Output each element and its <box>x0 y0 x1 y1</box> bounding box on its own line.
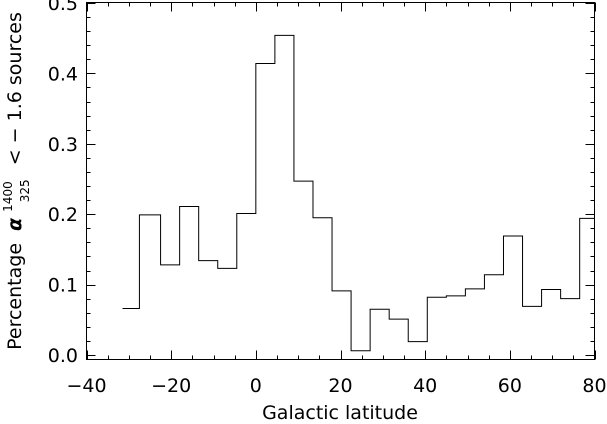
histogram-bin <box>465 289 484 355</box>
x-tick-label: −40 <box>66 375 106 397</box>
histogram-bin <box>427 297 446 355</box>
y-tick-label: 0.1 <box>48 275 78 297</box>
alpha-symbol: α <box>4 217 26 231</box>
histogram-bin <box>180 206 199 355</box>
y-axis-title-suffix: < − 1.6 sources <box>4 12 26 165</box>
histogram-bin <box>370 309 389 355</box>
y-tick-label: 0.2 <box>48 204 78 226</box>
y-axis-title-prefix: Percentage <box>4 243 26 350</box>
histogram-bin <box>122 309 139 355</box>
histogram-bin <box>256 64 275 355</box>
histogram-bin <box>237 213 256 355</box>
histogram-step-line <box>122 34 595 352</box>
x-tick-label: 40 <box>413 375 437 397</box>
histogram-bin <box>294 181 313 355</box>
x-tick-labels: −40 −20 0 20 40 60 80 <box>66 375 606 397</box>
alpha-subscript: 325 <box>18 179 32 202</box>
histogram-bin <box>139 215 160 355</box>
histogram-bin <box>561 299 580 355</box>
histogram-bin <box>523 306 542 355</box>
histogram-bin <box>446 296 465 355</box>
x-tick-label: 60 <box>498 375 522 397</box>
y-tick-label: 0.4 <box>48 63 78 85</box>
histogram-bin <box>218 268 237 355</box>
y-tick-label: 0.3 <box>48 134 78 156</box>
y-tick-labels: 0.0 0.1 0.2 0.3 0.4 0.5 <box>48 0 78 367</box>
y-axis-title: Percentage α 1400 325 < − 1.6 sources <box>0 12 34 350</box>
histogram-bin <box>408 342 427 355</box>
histogram-bin <box>580 218 595 355</box>
x-tick-label: 20 <box>328 375 352 397</box>
x-tick-label: 0 <box>250 375 262 397</box>
histogram-bin <box>313 218 332 355</box>
histogram-bin <box>503 236 522 355</box>
histogram-bin <box>275 35 294 355</box>
y-tick-label: 0.5 <box>48 0 78 15</box>
histogram-bin <box>199 261 218 355</box>
alpha-superscript: 1400 <box>1 181 15 212</box>
histogram-bin <box>332 291 351 355</box>
histogram-bins <box>122 35 594 355</box>
histogram-bin <box>484 275 503 355</box>
plot-frame <box>86 2 595 360</box>
y-tick-label: 0.0 <box>48 345 78 367</box>
x-tick-label: 80 <box>582 375 606 397</box>
axis-ticks <box>86 2 596 360</box>
histogram-bin <box>542 290 561 355</box>
histogram-bin <box>161 265 180 355</box>
histogram-bin <box>389 319 408 355</box>
x-tick-label: −20 <box>151 375 191 397</box>
histogram-bin <box>351 351 370 355</box>
x-axis-title: Galactic latitude <box>262 402 418 424</box>
